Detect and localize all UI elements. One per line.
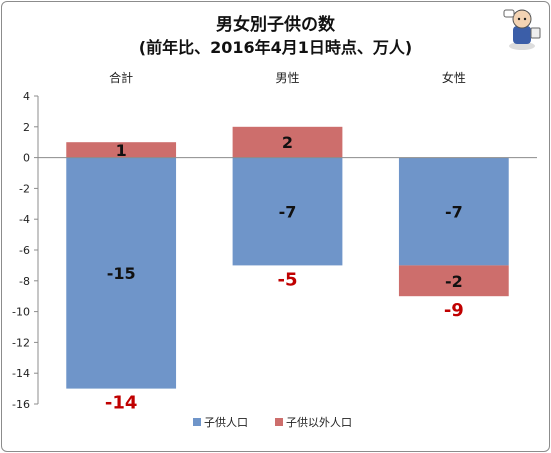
legend-label: 子供人口 [204, 415, 248, 429]
y-tick-label: 4 [23, 90, 30, 103]
category-label: 男性 [275, 71, 299, 85]
y-tick-label: -6 [19, 244, 30, 257]
data-label: -2 [445, 272, 463, 291]
bar-children [398, 157, 509, 266]
chart-subtitle: (前年比、2016年4月1日時点、万人) [138, 38, 413, 57]
total-label: -14 [105, 393, 138, 414]
bar-non-children [398, 265, 509, 297]
data-label: 1 [116, 141, 127, 160]
chart-title: 男女別子供の数 [216, 15, 335, 35]
mascot-logo-icon [503, 9, 541, 50]
y-tick-label: -10 [12, 306, 30, 319]
y-tick-label: -14 [12, 367, 30, 380]
category-label: 合計 [109, 70, 133, 85]
data-label: -7 [279, 203, 297, 222]
bar-non-children [66, 142, 177, 158]
y-tick-label: -8 [19, 275, 30, 288]
bar-non-children [232, 126, 343, 158]
bar-children [232, 157, 343, 266]
data-label: -15 [107, 264, 136, 283]
y-tick-label: -2 [19, 182, 30, 195]
legend-swatch [193, 418, 201, 426]
total-label: -9 [444, 300, 464, 321]
data-label: -7 [445, 203, 463, 222]
y-tick-label: -16 [12, 398, 30, 411]
y-tick-label: -12 [12, 336, 30, 349]
legend-swatch [275, 418, 283, 426]
y-tick-label: 2 [23, 121, 30, 134]
data-label: 2 [282, 133, 293, 152]
legend-label: 子供以外人口 [286, 415, 352, 429]
bar-children [66, 157, 177, 389]
total-label: -5 [278, 269, 298, 290]
y-tick-label: -4 [19, 213, 30, 226]
category-label: 女性 [442, 70, 466, 85]
y-tick-label: 0 [23, 152, 30, 165]
